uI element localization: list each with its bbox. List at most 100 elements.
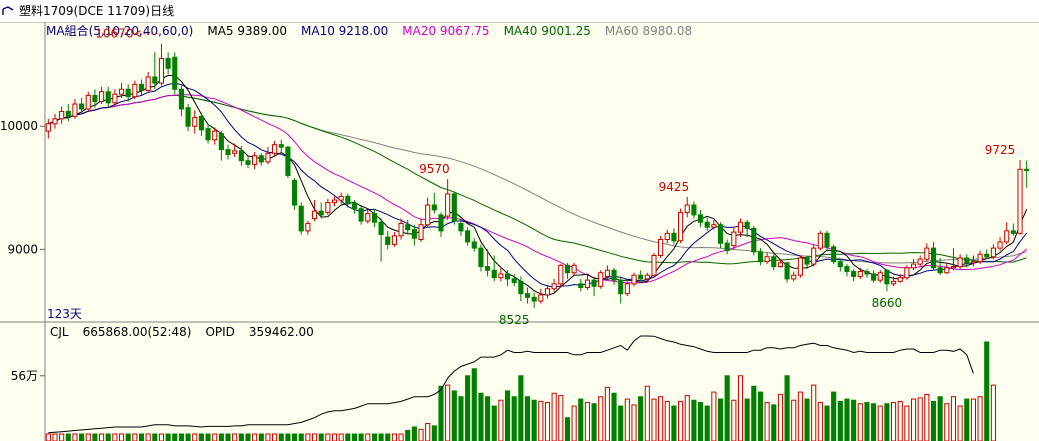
volume-bar xyxy=(584,402,590,441)
candle-body xyxy=(910,263,917,269)
candle-body xyxy=(984,253,990,258)
volume-bar xyxy=(671,405,677,441)
candle-body xyxy=(711,224,717,228)
candle-body xyxy=(311,210,318,220)
candle-body xyxy=(385,236,391,245)
volume-bar xyxy=(72,433,78,441)
volume-bar xyxy=(564,417,571,441)
volume-bar xyxy=(232,433,238,441)
candle-body xyxy=(664,232,670,240)
candle-body xyxy=(418,224,424,240)
candle-body xyxy=(178,88,184,110)
candle-body xyxy=(85,94,91,110)
candle-body xyxy=(638,274,644,280)
volume-bar xyxy=(724,375,730,441)
volume-bar xyxy=(558,395,564,441)
chart-window-icon xyxy=(2,6,14,15)
volume-bar xyxy=(238,433,244,441)
volume-bar xyxy=(65,433,71,441)
candle-body xyxy=(145,76,151,91)
candle-body xyxy=(212,130,218,141)
candle-body xyxy=(704,221,710,228)
candle-body xyxy=(158,57,165,84)
volume-bar xyxy=(351,433,358,441)
volume-bar xyxy=(658,396,664,441)
candle-body xyxy=(684,204,690,213)
candle-body xyxy=(338,195,344,201)
ma-legend-item: MA40 9001.25 xyxy=(503,24,591,38)
volume-bar xyxy=(378,433,384,441)
volume-bar xyxy=(631,404,637,441)
candle-body xyxy=(904,267,910,279)
volume-bar xyxy=(371,433,378,441)
volume-bar xyxy=(192,433,198,441)
price-annotation: 10670 xyxy=(95,27,133,41)
candle-body xyxy=(924,247,930,260)
volume-bar xyxy=(418,428,424,441)
volume-bar xyxy=(298,433,304,441)
candle-body xyxy=(92,94,98,103)
candle-body xyxy=(678,211,684,242)
annotation-arrow-head xyxy=(135,30,141,38)
volume-bar xyxy=(158,433,165,441)
volume-bar xyxy=(305,433,311,441)
volume-bar xyxy=(99,433,105,441)
ma-legend-item: MA5 9389.00 xyxy=(207,24,287,38)
price-annotation: 9425 xyxy=(659,180,690,194)
candle-body xyxy=(531,296,537,302)
candle-body xyxy=(411,229,417,239)
volume-bar xyxy=(132,433,138,441)
volume-bar xyxy=(664,400,670,441)
candle-body xyxy=(784,262,790,280)
volume-bar xyxy=(817,402,823,441)
candle-body xyxy=(298,205,304,232)
candle-body xyxy=(1024,168,1030,172)
candle-body xyxy=(105,91,111,104)
candle-body xyxy=(252,155,258,165)
candle-body xyxy=(485,266,491,271)
candle-body xyxy=(724,242,730,252)
volume-bar xyxy=(365,433,371,441)
volume-bar xyxy=(511,396,517,441)
volume-bar xyxy=(944,403,950,441)
candle-body xyxy=(917,258,923,265)
candle-body xyxy=(365,213,371,222)
candle-body xyxy=(957,257,963,268)
volume-bar xyxy=(884,403,890,441)
volume-bar xyxy=(538,400,544,441)
volume-bar xyxy=(278,433,284,441)
opid-line xyxy=(48,335,974,434)
candle-body xyxy=(551,283,557,290)
candle-body xyxy=(624,283,630,295)
volume-bar xyxy=(112,433,118,441)
candle-body xyxy=(272,144,278,154)
volume-bar xyxy=(618,405,624,441)
candle-body xyxy=(504,273,511,280)
ma-legend: MA組合(5,10,20,40,60,0) MA5 9389.00 MA10 921… xyxy=(46,22,706,40)
candle-body xyxy=(318,210,324,216)
volume-bar xyxy=(864,402,870,441)
volume-bar xyxy=(777,393,783,441)
period-label: 123天 xyxy=(47,307,82,321)
volume-bar xyxy=(771,404,777,441)
candle-body xyxy=(897,277,903,282)
candle-body xyxy=(205,128,211,141)
candle-body xyxy=(185,107,191,127)
volume-bar xyxy=(125,433,131,441)
volume-bar xyxy=(105,433,111,441)
candle-body xyxy=(225,149,231,156)
volume-bar xyxy=(145,433,151,441)
volume-bar xyxy=(678,400,684,441)
candle-body xyxy=(498,273,504,279)
candle-body xyxy=(45,123,51,132)
chart-title: 塑料1709(DCE 11709)日线 xyxy=(19,4,175,18)
candle-body xyxy=(471,241,477,249)
volume-bar xyxy=(272,433,278,441)
candle-body xyxy=(378,221,384,236)
candle-body xyxy=(578,283,584,289)
candle-body xyxy=(564,264,571,274)
ma-legend-item: MA20 9067.75 xyxy=(402,24,490,38)
price-annotation: 8660 xyxy=(872,296,903,310)
candle-body xyxy=(1010,230,1016,234)
